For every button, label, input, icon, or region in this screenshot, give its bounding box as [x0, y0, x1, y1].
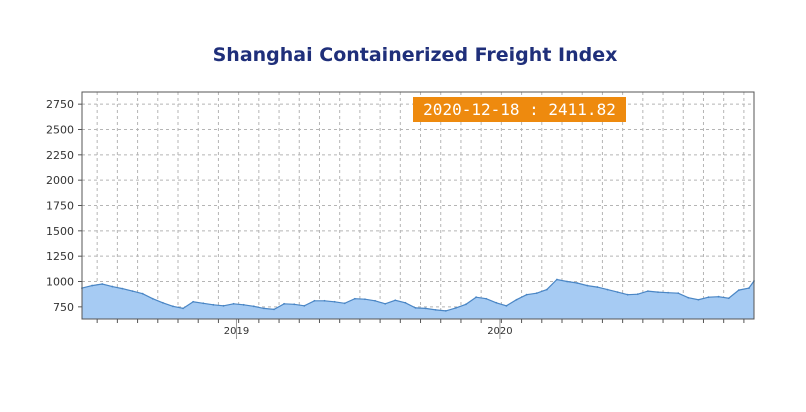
data-point [252, 305, 255, 308]
data-point [404, 301, 407, 304]
data-point [303, 304, 306, 307]
chart-title: Shanghai Containerized Freight Index [212, 44, 618, 66]
y-tick-label: 1250 [46, 250, 74, 263]
y-tick-label: 1500 [46, 225, 74, 238]
y-tick-label: 750 [53, 301, 74, 314]
data-point [131, 290, 134, 293]
data-point [505, 304, 508, 307]
data-point [364, 298, 366, 301]
data-point [121, 287, 124, 290]
data-point [444, 309, 447, 312]
data-point [737, 289, 740, 292]
data-point [556, 278, 558, 281]
data-point [465, 303, 467, 306]
data-point [141, 292, 144, 295]
series-points [81, 278, 755, 312]
data-point [394, 299, 397, 302]
x-tick-label: 2020 [487, 326, 512, 337]
annotation-text: 2020-12-18 : 2411.82 [423, 100, 616, 119]
data-point [475, 296, 478, 299]
data-point [667, 291, 670, 294]
y-tick-label: 1750 [46, 200, 74, 213]
y-axis-ticks: 750 1000 1250 1500 1750 2000 2250 2500 2750 [46, 98, 82, 314]
data-point [717, 295, 720, 298]
data-point [384, 302, 387, 305]
y-tick-label: 2000 [46, 174, 74, 187]
data-point [161, 301, 164, 304]
data-point [657, 291, 659, 294]
data-point [646, 290, 649, 293]
x-axis-ticks: 2019 2020 [96, 319, 745, 339]
data-point [91, 284, 94, 287]
y-tick-label: 2250 [46, 149, 74, 162]
data-point [727, 297, 730, 300]
grid-lines [82, 92, 754, 319]
data-point [414, 306, 417, 309]
y-tick-label: 1000 [46, 276, 74, 289]
data-point [697, 298, 700, 301]
data-point [515, 298, 518, 301]
data-point [626, 293, 629, 296]
data-point [182, 307, 184, 310]
data-point [283, 302, 286, 305]
data-point [748, 287, 750, 289]
series-area [82, 279, 754, 319]
data-point [495, 301, 498, 304]
data-point [485, 297, 488, 300]
data-point [545, 288, 548, 291]
data-point [454, 306, 457, 309]
data-point [192, 300, 195, 303]
data-point [313, 299, 316, 302]
data-point [212, 303, 215, 306]
data-point [566, 280, 568, 283]
annotation-badge [413, 97, 626, 122]
data-point [606, 288, 609, 291]
data-point [677, 292, 680, 295]
data-point [424, 307, 427, 310]
y-tick-label: 2500 [46, 123, 74, 136]
x-tick-label: 2019 [224, 326, 249, 337]
data-point [293, 303, 296, 306]
data-point [273, 308, 275, 311]
data-point [202, 302, 205, 305]
hover-annotation: 2020-12-18 : 2411.82 [413, 97, 626, 122]
data-point [101, 283, 104, 285]
data-point [525, 293, 528, 296]
data-point [151, 297, 154, 300]
data-point [616, 291, 619, 294]
plot-frame [81, 91, 755, 320]
data-point [576, 282, 579, 284]
data-point [374, 299, 376, 302]
data-point [707, 296, 710, 299]
data-point [636, 293, 639, 296]
data-point [535, 292, 538, 295]
series-line [81, 278, 755, 312]
data-point [687, 296, 690, 299]
data-point [586, 284, 589, 287]
data-point [172, 305, 174, 308]
data-point [343, 302, 346, 305]
data-point [232, 302, 235, 305]
data-point [111, 285, 114, 288]
y-tick-label: 2750 [46, 98, 74, 111]
data-point [434, 308, 437, 311]
data-point [242, 303, 245, 306]
data-point [262, 307, 265, 310]
data-point [323, 299, 326, 302]
data-point [222, 304, 225, 307]
data-point [353, 297, 356, 300]
data-point [333, 300, 336, 303]
data-point [596, 286, 599, 288]
